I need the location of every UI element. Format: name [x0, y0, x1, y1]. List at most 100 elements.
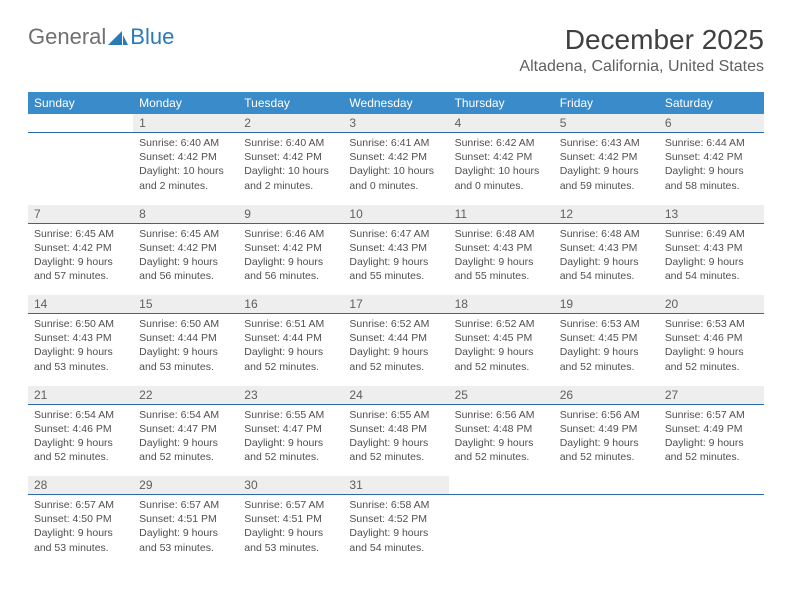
sunrise-line: Sunrise: 6:57 AM — [244, 498, 337, 512]
day-number-cell — [554, 476, 659, 495]
day-number-cell: 24 — [343, 386, 448, 405]
day-content-cell: Sunrise: 6:46 AMSunset: 4:42 PMDaylight:… — [238, 223, 343, 295]
day-content-cell: Sunrise: 6:47 AMSunset: 4:43 PMDaylight:… — [343, 223, 448, 295]
dow-header: Saturday — [659, 92, 764, 114]
day-content-cell: Sunrise: 6:51 AMSunset: 4:44 PMDaylight:… — [238, 314, 343, 386]
day-content-cell: Sunrise: 6:50 AMSunset: 4:43 PMDaylight:… — [28, 314, 133, 386]
sunset-line: Sunset: 4:45 PM — [455, 331, 548, 345]
sunrise-line: Sunrise: 6:56 AM — [455, 408, 548, 422]
day-content-cell: Sunrise: 6:52 AMSunset: 4:44 PMDaylight:… — [343, 314, 448, 386]
day-content-cell: Sunrise: 6:44 AMSunset: 4:42 PMDaylight:… — [659, 133, 764, 205]
sunrise-line: Sunrise: 6:57 AM — [665, 408, 758, 422]
day-number-cell: 16 — [238, 295, 343, 314]
daylight-line: Daylight: 9 hours and 59 minutes. — [560, 164, 653, 192]
logo: General Blue — [28, 24, 174, 50]
sunrise-line: Sunrise: 6:55 AM — [349, 408, 442, 422]
day-number-cell: 18 — [449, 295, 554, 314]
day-content-cell: Sunrise: 6:57 AMSunset: 4:49 PMDaylight:… — [659, 404, 764, 476]
sunrise-line: Sunrise: 6:44 AM — [665, 136, 758, 150]
month-title: December 2025 — [519, 24, 764, 56]
sunrise-line: Sunrise: 6:46 AM — [244, 227, 337, 241]
sunrise-line: Sunrise: 6:50 AM — [34, 317, 127, 331]
sunrise-line: Sunrise: 6:41 AM — [349, 136, 442, 150]
day-content-cell: Sunrise: 6:54 AMSunset: 4:46 PMDaylight:… — [28, 404, 133, 476]
day-number-cell: 2 — [238, 114, 343, 133]
sunrise-line: Sunrise: 6:51 AM — [244, 317, 337, 331]
daynum-row: 78910111213 — [28, 205, 764, 224]
day-number-cell: 4 — [449, 114, 554, 133]
daylight-line: Daylight: 10 hours and 0 minutes. — [349, 164, 442, 192]
daylight-line: Daylight: 9 hours and 53 minutes. — [34, 526, 127, 554]
day-content-cell: Sunrise: 6:56 AMSunset: 4:49 PMDaylight:… — [554, 404, 659, 476]
day-number-cell: 1 — [133, 114, 238, 133]
sunset-line: Sunset: 4:44 PM — [349, 331, 442, 345]
sunset-line: Sunset: 4:42 PM — [244, 241, 337, 255]
day-content-cell — [28, 133, 133, 205]
day-content-cell: Sunrise: 6:49 AMSunset: 4:43 PMDaylight:… — [659, 223, 764, 295]
calendar-head: SundayMondayTuesdayWednesdayThursdayFrid… — [28, 92, 764, 114]
sunset-line: Sunset: 4:42 PM — [244, 150, 337, 164]
daylight-line: Daylight: 9 hours and 56 minutes. — [139, 255, 232, 283]
sunrise-line: Sunrise: 6:49 AM — [665, 227, 758, 241]
sunset-line: Sunset: 4:43 PM — [455, 241, 548, 255]
sunset-line: Sunset: 4:42 PM — [139, 150, 232, 164]
content-row: Sunrise: 6:40 AMSunset: 4:42 PMDaylight:… — [28, 133, 764, 205]
sunrise-line: Sunrise: 6:40 AM — [139, 136, 232, 150]
sunrise-line: Sunrise: 6:58 AM — [349, 498, 442, 512]
day-number-cell: 7 — [28, 205, 133, 224]
daynum-row: 123456 — [28, 114, 764, 133]
day-number-cell: 14 — [28, 295, 133, 314]
day-content-cell — [449, 495, 554, 567]
day-number-cell: 25 — [449, 386, 554, 405]
dow-header: Sunday — [28, 92, 133, 114]
sunrise-line: Sunrise: 6:52 AM — [455, 317, 548, 331]
day-content-cell: Sunrise: 6:40 AMSunset: 4:42 PMDaylight:… — [133, 133, 238, 205]
day-number-cell: 15 — [133, 295, 238, 314]
sunset-line: Sunset: 4:44 PM — [244, 331, 337, 345]
day-content-cell: Sunrise: 6:43 AMSunset: 4:42 PMDaylight:… — [554, 133, 659, 205]
location: Altadena, California, United States — [519, 58, 764, 76]
day-number-cell: 28 — [28, 476, 133, 495]
day-content-cell: Sunrise: 6:48 AMSunset: 4:43 PMDaylight:… — [554, 223, 659, 295]
daylight-line: Daylight: 9 hours and 52 minutes. — [244, 345, 337, 373]
day-number-cell: 19 — [554, 295, 659, 314]
daylight-line: Daylight: 9 hours and 52 minutes. — [560, 436, 653, 464]
sunset-line: Sunset: 4:43 PM — [665, 241, 758, 255]
sunset-line: Sunset: 4:43 PM — [34, 331, 127, 345]
day-content-cell: Sunrise: 6:53 AMSunset: 4:45 PMDaylight:… — [554, 314, 659, 386]
sunset-line: Sunset: 4:51 PM — [244, 512, 337, 526]
daylight-line: Daylight: 9 hours and 54 minutes. — [665, 255, 758, 283]
sunrise-line: Sunrise: 6:55 AM — [244, 408, 337, 422]
logo-text-general: General — [28, 24, 106, 50]
daylight-line: Daylight: 9 hours and 53 minutes. — [244, 526, 337, 554]
daylight-line: Daylight: 10 hours and 2 minutes. — [139, 164, 232, 192]
daylight-line: Daylight: 9 hours and 57 minutes. — [34, 255, 127, 283]
day-content-cell: Sunrise: 6:55 AMSunset: 4:48 PMDaylight:… — [343, 404, 448, 476]
day-content-cell: Sunrise: 6:50 AMSunset: 4:44 PMDaylight:… — [133, 314, 238, 386]
daylight-line: Daylight: 10 hours and 2 minutes. — [244, 164, 337, 192]
sunrise-line: Sunrise: 6:56 AM — [560, 408, 653, 422]
sunrise-line: Sunrise: 6:45 AM — [34, 227, 127, 241]
day-number-cell: 13 — [659, 205, 764, 224]
sunrise-line: Sunrise: 6:48 AM — [455, 227, 548, 241]
sunset-line: Sunset: 4:46 PM — [665, 331, 758, 345]
sunrise-line: Sunrise: 6:50 AM — [139, 317, 232, 331]
day-number-cell: 26 — [554, 386, 659, 405]
dow-header: Thursday — [449, 92, 554, 114]
daylight-line: Daylight: 9 hours and 55 minutes. — [455, 255, 548, 283]
dow-header: Wednesday — [343, 92, 448, 114]
sunset-line: Sunset: 4:42 PM — [349, 150, 442, 164]
day-number-cell: 9 — [238, 205, 343, 224]
day-content-cell: Sunrise: 6:40 AMSunset: 4:42 PMDaylight:… — [238, 133, 343, 205]
daylight-line: Daylight: 9 hours and 52 minutes. — [349, 345, 442, 373]
day-content-cell: Sunrise: 6:56 AMSunset: 4:48 PMDaylight:… — [449, 404, 554, 476]
day-number-cell: 6 — [659, 114, 764, 133]
sunrise-line: Sunrise: 6:57 AM — [34, 498, 127, 512]
day-number-cell: 31 — [343, 476, 448, 495]
sunset-line: Sunset: 4:42 PM — [139, 241, 232, 255]
sunset-line: Sunset: 4:49 PM — [560, 422, 653, 436]
content-row: Sunrise: 6:54 AMSunset: 4:46 PMDaylight:… — [28, 404, 764, 476]
sunrise-line: Sunrise: 6:54 AM — [139, 408, 232, 422]
day-content-cell: Sunrise: 6:41 AMSunset: 4:42 PMDaylight:… — [343, 133, 448, 205]
logo-sail-icon — [108, 29, 128, 45]
